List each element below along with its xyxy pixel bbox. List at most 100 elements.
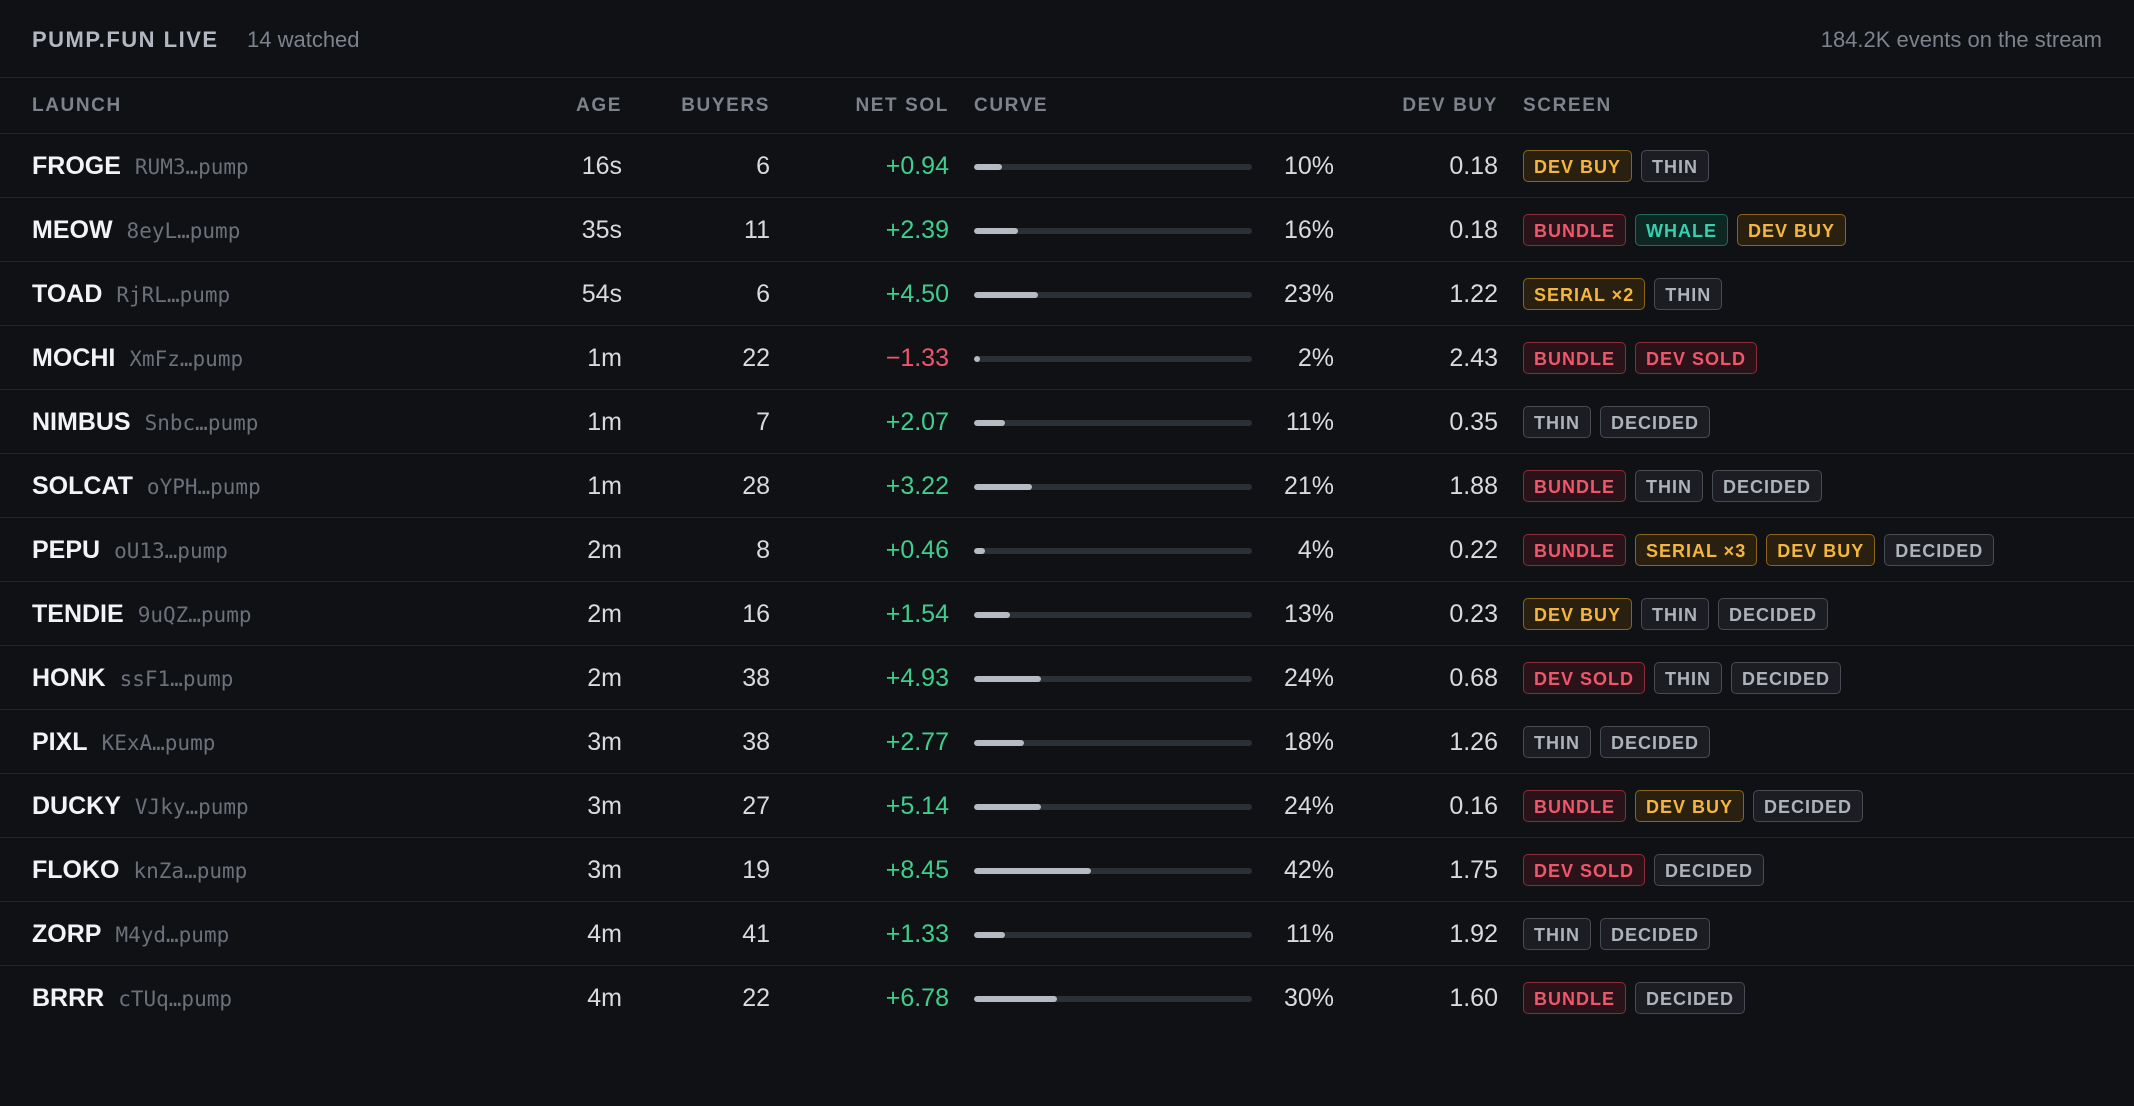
buyers-value: 38 [742, 664, 770, 692]
tag-badge-devbuy: DEV BUY [1766, 534, 1876, 566]
tag-badge-bundle: BUNDLE [1523, 214, 1626, 246]
table-row[interactable]: NIMBUS Snbc…pump 1m 7 +2.07 11% 0.35 THIN DECIDE… [0, 390, 2134, 454]
tag-badge-bundle: BUNDLE [1523, 470, 1626, 502]
buyers-value: 22 [742, 344, 770, 372]
tag-badge-whale: WHALE [1635, 214, 1728, 246]
table-row[interactable]: PIXL KExA…pump 3m 38 +2.77 18% 1.26 THIN DECIDED [0, 710, 2134, 774]
token-ticker[interactable]: MEOW [32, 216, 113, 244]
token-ticker[interactable]: FLOKO [32, 856, 120, 884]
curve-percent: 10% [1283, 152, 1334, 180]
token-address[interactable]: XmFz…pump [129, 347, 244, 371]
screen-tags: BUNDLE THIN DECIDED [1523, 454, 1823, 518]
bonding-curve-bar [974, 804, 1252, 810]
net-sol-value: +0.46 [885, 536, 949, 564]
bonding-curve-fill [974, 612, 1011, 618]
token-ticker[interactable]: MOCHI [32, 344, 116, 372]
tag-badge-decided: DECIDED [1600, 726, 1711, 758]
net-sol-value: +6.78 [885, 984, 949, 1012]
table-row[interactable]: HONK ssF1…pump 2m 38 +4.93 24% 0.68 DEV SOLD THI… [0, 646, 2134, 710]
token-address[interactable]: RjRL…pump [116, 283, 231, 307]
token-address[interactable]: VJky…pump [134, 795, 249, 819]
token-address[interactable]: oU13…pump [114, 539, 228, 563]
net-sol-value: +0.94 [885, 152, 949, 180]
screen-tags: DEV BUY THIN DECIDED [1523, 582, 1829, 646]
screen-tags: SERIAL ×2 THIN [1523, 262, 1723, 326]
token-ticker[interactable]: SOLCAT [32, 472, 133, 500]
token-ticker[interactable]: DUCKY [32, 792, 121, 820]
curve-percent: 16% [1283, 216, 1334, 244]
column-header-dev-buy[interactable]: DEV BUY [1402, 95, 1498, 116]
bonding-curve-bar [974, 164, 1252, 170]
dev-buy-value: 1.92 [1449, 920, 1498, 948]
column-header-buyers[interactable]: BUYERS [681, 95, 770, 116]
token-address[interactable]: oYPH…pump [146, 475, 261, 499]
token-ticker[interactable]: PIXL [32, 728, 88, 756]
bonding-curve-fill [974, 356, 980, 362]
tag-badge-thin: THIN [1641, 598, 1710, 630]
column-header-curve[interactable]: CURVE [974, 95, 1049, 116]
token-ticker[interactable]: PEPU [32, 536, 101, 564]
token-address[interactable]: ssF1…pump [119, 667, 234, 691]
table-row[interactable]: TENDIE 9uQZ…pump 2m 16 +1.54 13% 0.23 DEV BUY TH… [0, 582, 2134, 646]
token-address[interactable]: KExA…pump [101, 731, 216, 755]
tag-badge-decided: DECIDED [1635, 982, 1746, 1014]
tag-badge-decided: DECIDED [1712, 470, 1823, 502]
table-row[interactable]: BRRR cTUq…pump 4m 22 +6.78 30% 1.60 BUNDLE DECID… [0, 966, 2134, 1030]
dev-buy-value: 0.18 [1449, 216, 1498, 244]
age-value: 1m [587, 344, 622, 372]
dev-buy-value: 1.26 [1449, 728, 1498, 756]
token-address[interactable]: Snbc…pump [144, 411, 259, 435]
table-row[interactable]: PEPU oU13…pump 2m 8 +0.46 4% 0.22 BUNDLE SERIAL … [0, 518, 2134, 582]
screen-tags: DEV BUY THIN [1523, 134, 1710, 198]
token-address[interactable]: 8eyL…pump [126, 219, 241, 243]
launch-cell: MEOW 8eyL…pump [32, 198, 240, 262]
age-value: 16s [581, 152, 622, 180]
tag-badge-devsold: DEV SOLD [1523, 854, 1646, 886]
dev-buy-value: 0.68 [1449, 664, 1498, 692]
token-ticker[interactable]: NIMBUS [32, 408, 131, 436]
screen-tags: BUNDLE WHALE DEV BUY [1523, 198, 1847, 262]
token-address[interactable]: M4yd…pump [115, 923, 230, 947]
dev-buy-value: 0.22 [1449, 536, 1498, 564]
token-ticker[interactable]: HONK [32, 664, 106, 692]
column-header-age[interactable]: AGE [576, 95, 622, 116]
table-row[interactable]: ZORP M4yd…pump 4m 41 +1.33 11% 1.92 THIN DECIDED [0, 902, 2134, 966]
token-ticker[interactable]: ZORP [32, 920, 102, 948]
age-value: 3m [587, 856, 622, 884]
token-ticker[interactable]: FROGE [32, 152, 121, 180]
bonding-curve-bar [974, 932, 1252, 938]
table-row[interactable]: MOCHI XmFz…pump 1m 22 −1.33 2% 2.43 BUNDLE DEV S… [0, 326, 2134, 390]
tag-badge-decided: DECIDED [1884, 534, 1995, 566]
bonding-curve-bar [974, 612, 1252, 618]
token-address[interactable]: cTUq…pump [118, 987, 233, 1011]
table-row[interactable]: FROGE RUM3…pump 16s 6 +0.94 10% 0.18 DEV BUY THI… [0, 134, 2134, 198]
table-row[interactable]: TOAD RjRL…pump 54s 6 +4.50 23% 1.22 SERIAL ×2 TH… [0, 262, 2134, 326]
screen-tags: BUNDLE DEV SOLD [1523, 326, 1758, 390]
dev-buy-value: 2.43 [1449, 344, 1498, 372]
bonding-curve-fill [974, 932, 1005, 938]
token-ticker[interactable]: TOAD [32, 280, 103, 308]
net-sol-value: +3.22 [885, 472, 949, 500]
token-address[interactable]: 9uQZ…pump [137, 603, 252, 627]
column-header-launch[interactable]: LAUNCH [32, 95, 122, 116]
curve-percent: 2% [1297, 344, 1334, 372]
launch-cell: HONK ssF1…pump [32, 646, 233, 710]
launch-cell: FROGE RUM3…pump [32, 134, 249, 198]
dev-buy-value: 1.60 [1449, 984, 1498, 1012]
token-address[interactable]: knZa…pump [133, 859, 248, 883]
age-value: 2m [587, 664, 622, 692]
token-address[interactable]: RUM3…pump [134, 155, 249, 179]
table-row[interactable]: SOLCAT oYPH…pump 1m 28 +3.22 21% 1.88 BUNDLE THI… [0, 454, 2134, 518]
table-row[interactable]: FLOKO knZa…pump 3m 19 +8.45 42% 1.75 DEV SOLD DE… [0, 838, 2134, 902]
column-header-net-sol[interactable]: NET SOL [855, 95, 949, 116]
buyers-value: 6 [756, 280, 770, 308]
table-row[interactable]: DUCKY VJky…pump 3m 27 +5.14 24% 0.16 BUNDLE DEV … [0, 774, 2134, 838]
column-header-screen[interactable]: SCREEN [1523, 95, 1612, 116]
table-row[interactable]: MEOW 8eyL…pump 35s 11 +2.39 16% 0.18 BUNDLE WHAL… [0, 198, 2134, 262]
token-ticker[interactable]: TENDIE [32, 600, 124, 628]
bonding-curve-bar [974, 740, 1252, 746]
bonding-curve-fill [974, 228, 1019, 234]
buyers-value: 22 [742, 984, 770, 1012]
tag-badge-decided: DECIDED [1731, 662, 1842, 694]
token-ticker[interactable]: BRRR [32, 984, 105, 1012]
